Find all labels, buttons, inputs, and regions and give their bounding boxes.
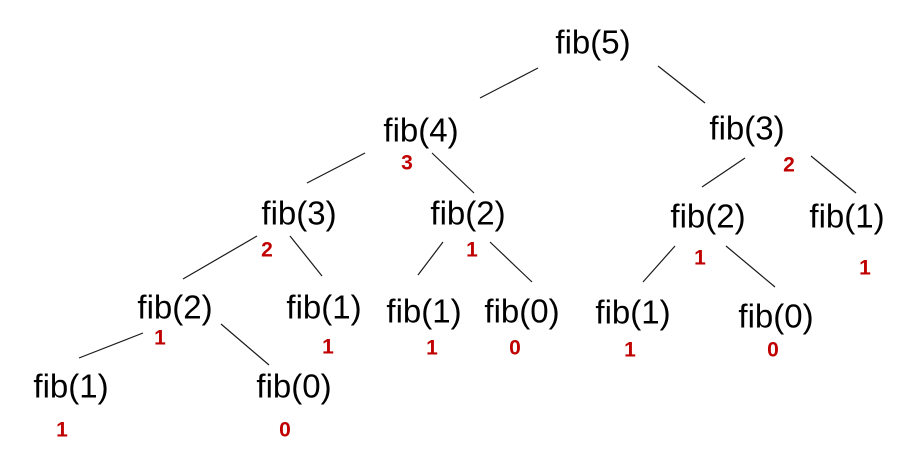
edge-n2c-n1d: [642, 245, 676, 283]
node-label-n2b: fib(2): [430, 194, 506, 232]
node-value-n1d: 1: [624, 338, 636, 362]
node-label-n1d: fib(1): [595, 293, 671, 331]
node-value-n1a: 1: [56, 418, 68, 442]
node-value-n0b: 0: [509, 336, 521, 360]
edge-n4-n3a: [306, 152, 366, 184]
edge-n2a-n1a: [78, 332, 144, 359]
edge-n2c-n0c: [725, 245, 776, 288]
node-label-n5: fib(5): [555, 23, 631, 61]
node-label-n3a: fib(3): [261, 194, 337, 232]
node-label-n0c: fib(0): [738, 297, 814, 335]
node-value-n3a: 2: [261, 238, 273, 262]
edge-n5-n4: [479, 67, 539, 99]
node-value-n4: 3: [401, 151, 413, 175]
node-value-n2b: 1: [466, 238, 478, 262]
edge-n5-n3b: [657, 65, 706, 104]
node-label-n2c: fib(2): [670, 197, 746, 235]
edge-n3b-n1e: [810, 155, 857, 194]
node-label-n1a: fib(1): [33, 367, 109, 405]
node-label-n3b: fib(3): [709, 109, 785, 147]
node-value-n1b: 1: [322, 335, 334, 359]
edge-n2a-n0a: [220, 323, 270, 366]
node-value-n0c: 0: [767, 338, 779, 362]
node-value-n3b: 2: [783, 153, 795, 177]
node-label-n1e: fib(1): [809, 197, 885, 235]
edge-n4-n2b: [431, 152, 475, 194]
node-label-n4: fib(4): [383, 111, 459, 149]
node-label-n1c: fib(1): [386, 292, 462, 330]
node-value-n2c: 1: [694, 246, 706, 270]
node-label-n0a: fib(0): [256, 367, 332, 405]
edge-n2b-n0b: [489, 241, 533, 283]
node-value-n1c: 1: [426, 336, 438, 360]
node-value-n0a: 0: [279, 418, 291, 442]
node-label-n2a: fib(2): [137, 288, 213, 326]
node-label-n1b: fib(1): [286, 288, 362, 326]
node-label-n0b: fib(0): [484, 292, 560, 330]
edge-n3a-n1b: [289, 235, 323, 277]
node-value-n2a: 1: [154, 326, 166, 350]
edge-n3a-n2a: [182, 235, 258, 280]
edge-n3b-n2c: [701, 157, 746, 188]
node-value-n1e: 1: [859, 256, 871, 280]
edge-n2b-n1c: [417, 241, 444, 276]
